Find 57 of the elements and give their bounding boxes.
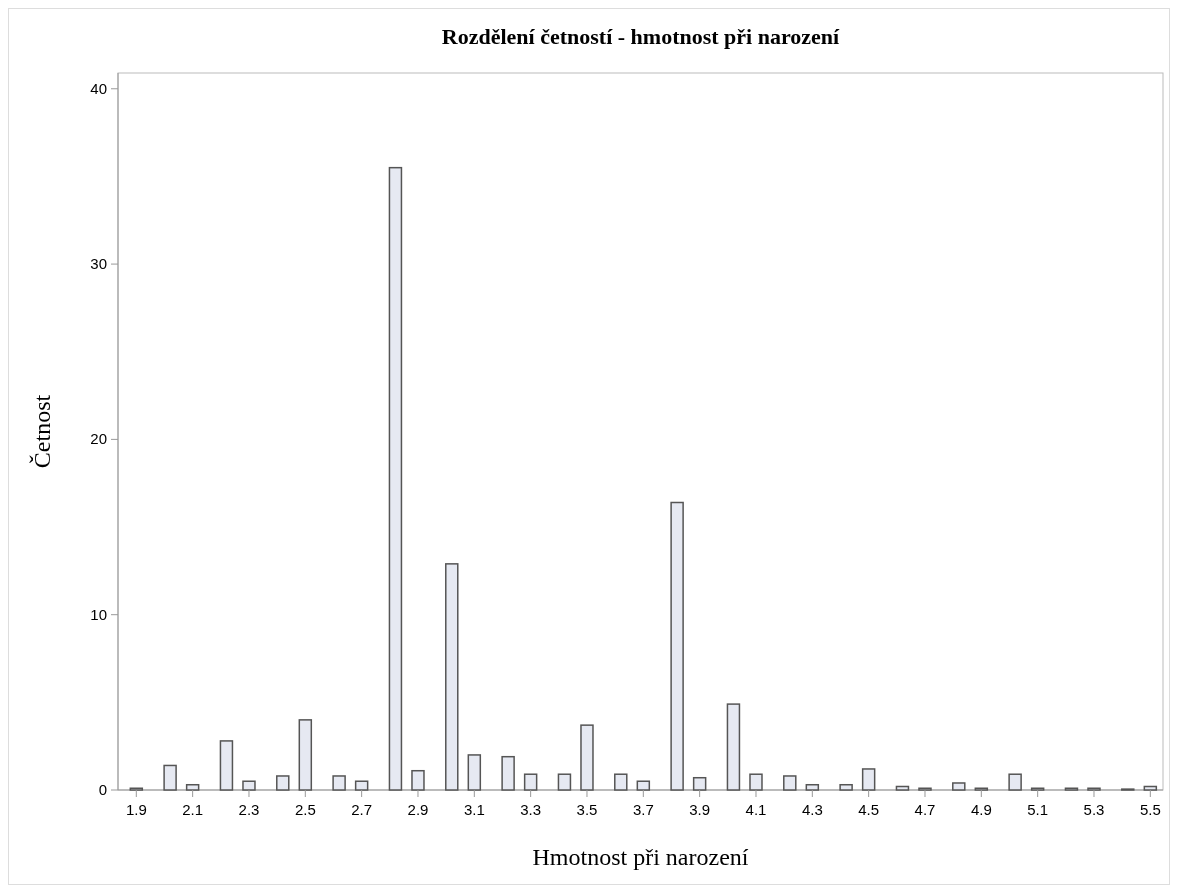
bar [670, 501, 684, 791]
bar [1008, 773, 1022, 791]
bar [242, 780, 256, 791]
x-tick-label: 4.1 [745, 801, 767, 818]
bar [614, 773, 628, 791]
bar [805, 783, 820, 791]
x-tick-label: 2.7 [351, 801, 373, 818]
bar [895, 785, 910, 791]
bar [388, 166, 403, 791]
x-tick-label: 5.1 [1027, 801, 1049, 818]
bar [467, 754, 482, 791]
bar [185, 783, 200, 791]
bar [298, 719, 313, 791]
x-tick-label: 3.3 [520, 801, 542, 818]
bar [1143, 785, 1158, 791]
y-tick-label: 10 [90, 605, 107, 623]
bar [839, 783, 853, 791]
bar [163, 764, 177, 791]
x-tick-label: 3.1 [463, 801, 485, 818]
x-tick-label: 4.5 [858, 801, 880, 818]
x-tick-label: 4.7 [914, 801, 936, 818]
x-tick-label: 4.3 [801, 801, 823, 818]
x-tick-label: 2.1 [182, 801, 204, 818]
x-axis-title: Hmotnost při narození [532, 844, 749, 870]
y-tick-label: 20 [90, 430, 107, 448]
x-tick-label: 2.3 [238, 801, 260, 818]
bar [726, 703, 741, 791]
y-axis-title: Četnost [29, 394, 55, 469]
bar [523, 773, 538, 791]
bar [445, 563, 459, 791]
x-tick-label: 5.3 [1083, 801, 1105, 818]
bar [861, 768, 876, 791]
bar [219, 740, 234, 791]
bar [952, 782, 966, 791]
y-tick-label: 30 [90, 255, 107, 273]
bar [557, 773, 572, 791]
chart-title: Rozdělení četností - hmotnost při narození [441, 24, 841, 49]
y-tick-label: 0 [98, 781, 107, 798]
bar [411, 769, 425, 791]
x-tick-label: 5.5 [1139, 801, 1161, 818]
x-tick-label: 3.5 [576, 801, 598, 818]
bar [332, 775, 346, 791]
x-tick-label: 2.5 [294, 801, 316, 818]
x-tick-label: 1.9 [125, 801, 147, 818]
bar [580, 724, 594, 791]
x-tick-label: 3.7 [632, 801, 654, 818]
x-tick-label: 2.9 [407, 801, 429, 818]
bar [501, 755, 515, 791]
bar [354, 780, 369, 791]
x-tick-label: 3.9 [689, 801, 711, 818]
bar [276, 775, 290, 791]
y-tick-label: 40 [90, 79, 107, 97]
bar [636, 780, 651, 791]
x-tick-label: 4.9 [970, 801, 992, 818]
bar [783, 775, 797, 791]
bar [692, 776, 707, 791]
bar [749, 773, 763, 791]
